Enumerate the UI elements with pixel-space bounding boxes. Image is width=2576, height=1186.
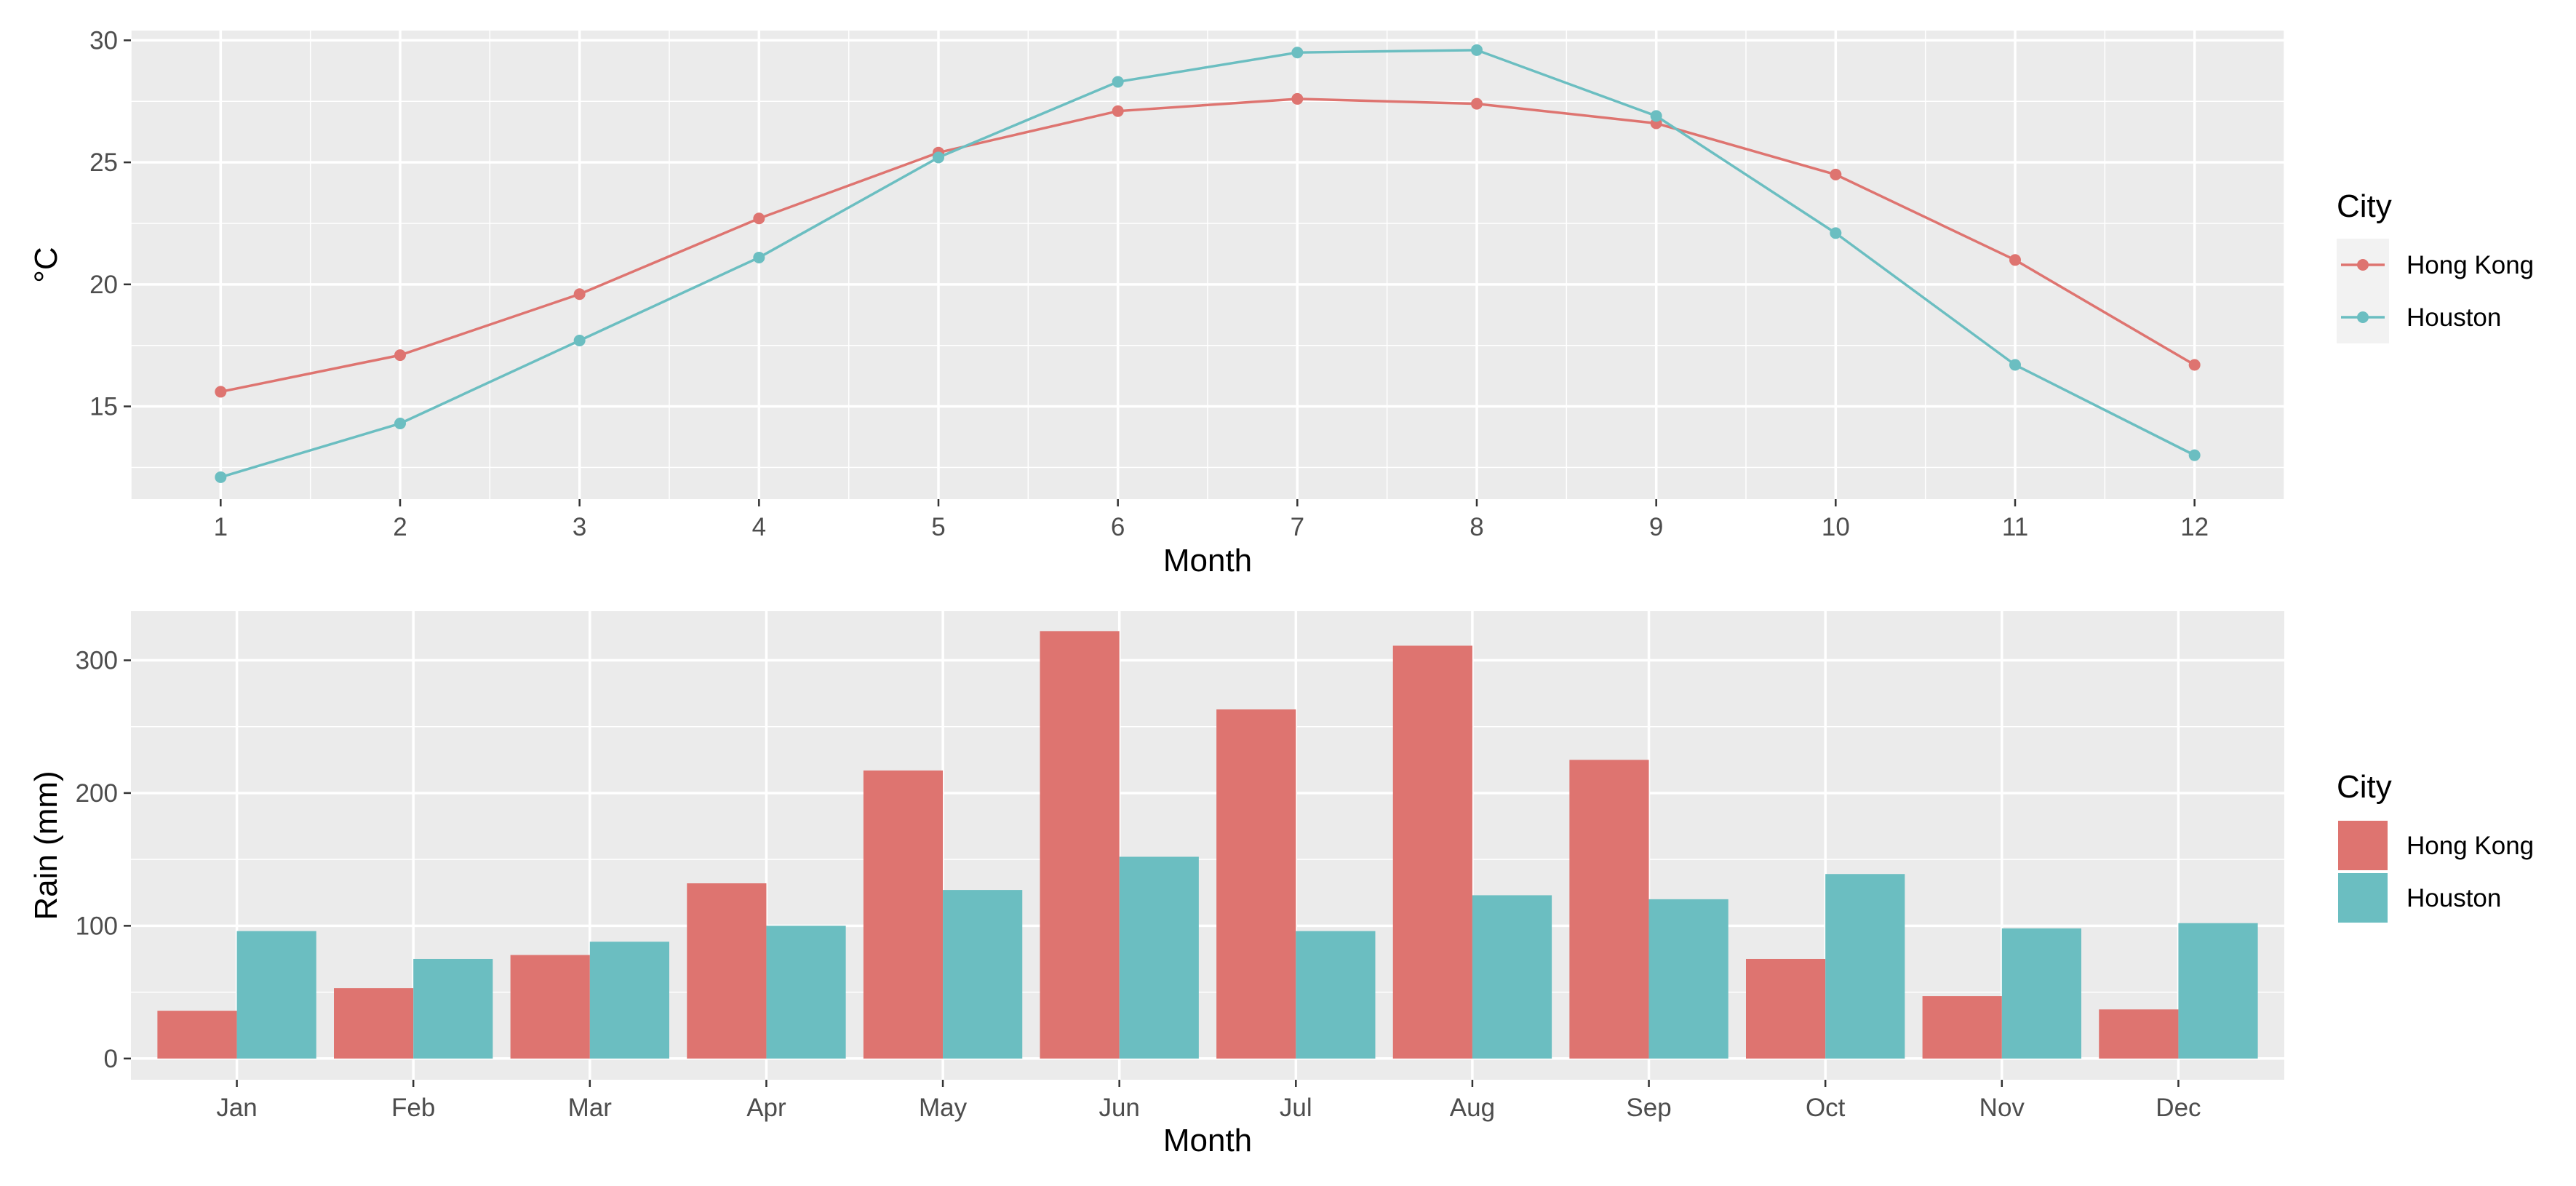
data-point-houston bbox=[2188, 449, 2201, 461]
x-axis-title: Month bbox=[1163, 1123, 1252, 1158]
bar-hong-kong-mar bbox=[510, 955, 590, 1059]
x-tick-label: Jul bbox=[1280, 1094, 1312, 1122]
bar-houston-mar bbox=[589, 942, 669, 1059]
legend-label-houston: Houston bbox=[2406, 303, 2501, 332]
data-point-hong-kong bbox=[215, 386, 227, 398]
x-tick-label: Dec bbox=[2156, 1094, 2201, 1122]
series-line-houston bbox=[220, 49, 2196, 479]
data-point-hong-kong bbox=[753, 212, 765, 225]
x-tick-label: 11 bbox=[2002, 513, 2028, 541]
legend-key-point-hong-kong bbox=[2357, 259, 2369, 271]
x-tick-label: Aug bbox=[1450, 1094, 1495, 1122]
x-tick-label: 4 bbox=[752, 513, 766, 541]
data-point-houston bbox=[394, 418, 406, 430]
bar-houston-jul bbox=[1296, 931, 1376, 1059]
x-tick-label: 7 bbox=[1291, 513, 1304, 541]
bar-hong-kong-oct bbox=[1746, 958, 1826, 1059]
bar-houston-dec bbox=[2178, 923, 2258, 1059]
data-point-hong-kong bbox=[1830, 168, 1842, 180]
bar-houston-may bbox=[943, 890, 1023, 1059]
x-tick-label: 1 bbox=[214, 513, 228, 541]
bar-hong-kong-aug bbox=[1392, 645, 1472, 1059]
y-tick-label: 0 bbox=[104, 1045, 118, 1073]
y-tick-label: 15 bbox=[89, 393, 118, 421]
bar-houston-aug bbox=[1472, 895, 1552, 1059]
data-point-houston bbox=[933, 151, 944, 164]
y-tick-label: 100 bbox=[76, 912, 118, 940]
y-axis-title: °C bbox=[28, 247, 64, 282]
x-tick-label: Jan bbox=[216, 1094, 257, 1122]
x-tick-label: 8 bbox=[1470, 513, 1483, 541]
data-point-houston bbox=[573, 334, 586, 346]
data-point-hong-kong bbox=[2188, 359, 2201, 371]
x-tick-label: Feb bbox=[391, 1094, 435, 1122]
x-tick-label: Apr bbox=[746, 1094, 786, 1122]
x-tick-label: 6 bbox=[1111, 513, 1125, 541]
bar-houston-apr bbox=[766, 926, 846, 1059]
bar-hong-kong-nov bbox=[1922, 996, 2002, 1059]
legend-key-swatch-hong-kong bbox=[2338, 821, 2388, 870]
data-point-hong-kong bbox=[573, 288, 586, 301]
data-point-hong-kong bbox=[1112, 105, 1124, 117]
data-point-houston bbox=[215, 471, 227, 483]
x-tick-label: Jun bbox=[1098, 1094, 1139, 1122]
x-tick-label: 12 bbox=[2180, 513, 2209, 541]
y-tick-label: 300 bbox=[76, 647, 118, 675]
bar-hong-kong-jul bbox=[1216, 709, 1296, 1059]
data-point-houston bbox=[2009, 359, 2021, 371]
bar-hong-kong-may bbox=[863, 770, 944, 1059]
bar-hong-kong-sep bbox=[1569, 760, 1649, 1059]
x-axis-title: Month bbox=[1163, 543, 1252, 578]
data-point-hong-kong bbox=[394, 349, 406, 362]
y-tick-label: 20 bbox=[89, 271, 118, 299]
data-point-houston bbox=[1830, 227, 1842, 239]
legend-title: City bbox=[2337, 188, 2392, 224]
series-line-hong-kong bbox=[220, 97, 2196, 394]
y-tick-label: 200 bbox=[76, 779, 118, 808]
x-tick-label: Mar bbox=[568, 1094, 613, 1122]
data-point-houston bbox=[1471, 44, 1483, 56]
rainfall-bar-chart: Jan Feb Mar Apr May Jun Jul Aug Sep Oct Nov Dec 0 100… bbox=[28, 611, 2284, 1158]
x-tick-label: Nov bbox=[1979, 1094, 2025, 1122]
bar-hong-kong-jun bbox=[1040, 631, 1120, 1059]
x-tick-label: Sep bbox=[1626, 1094, 1671, 1122]
y-tick-label: 30 bbox=[89, 26, 118, 55]
bar-hong-kong-dec bbox=[2099, 1009, 2179, 1059]
x-tick-label: 3 bbox=[573, 513, 586, 541]
legend-title: City bbox=[2337, 769, 2392, 805]
x-tick-label: 2 bbox=[393, 513, 407, 541]
x-tick-label: 10 bbox=[1822, 513, 1850, 541]
data-point-hong-kong bbox=[1471, 97, 1483, 110]
bar-houston-feb bbox=[413, 958, 493, 1059]
y-axis-title: Rain (mm) bbox=[28, 771, 64, 920]
bar-houston-jan bbox=[236, 931, 316, 1059]
legend-key-point-houston bbox=[2357, 311, 2369, 323]
x-tick-label: May bbox=[919, 1094, 968, 1122]
bar-houston-oct bbox=[1825, 874, 1905, 1059]
bar-houston-jun bbox=[1119, 856, 1199, 1059]
data-point-hong-kong bbox=[2009, 254, 2021, 266]
data-point-houston bbox=[1291, 47, 1304, 59]
y-tick-label: 25 bbox=[89, 148, 118, 177]
legend-label-houston: Houston bbox=[2406, 884, 2501, 912]
data-point-hong-kong bbox=[1291, 92, 1304, 105]
data-point-houston bbox=[1650, 110, 1662, 122]
data-point-houston bbox=[753, 251, 765, 263]
legend-key-swatch-houston bbox=[2338, 873, 2388, 923]
bar-hong-kong-apr bbox=[687, 883, 767, 1059]
bar-hong-kong-jan bbox=[157, 1011, 237, 1059]
legend-label-hong-kong: Hong Kong bbox=[2406, 251, 2534, 279]
bar-houston-nov bbox=[2001, 928, 2081, 1059]
x-tick-label: 9 bbox=[1649, 513, 1663, 541]
temperature-legend: City Hong Kong Houston bbox=[2337, 188, 2534, 343]
x-tick-label: Oct bbox=[1806, 1094, 1846, 1122]
data-point-houston bbox=[1112, 76, 1124, 88]
rainfall-legend: City Hong Kong Houston bbox=[2337, 769, 2534, 923]
bar-houston-sep bbox=[1648, 899, 1728, 1059]
legend-label-hong-kong: Hong Kong bbox=[2406, 832, 2534, 860]
x-tick-label: 5 bbox=[931, 513, 945, 541]
bar-hong-kong-feb bbox=[334, 988, 414, 1059]
